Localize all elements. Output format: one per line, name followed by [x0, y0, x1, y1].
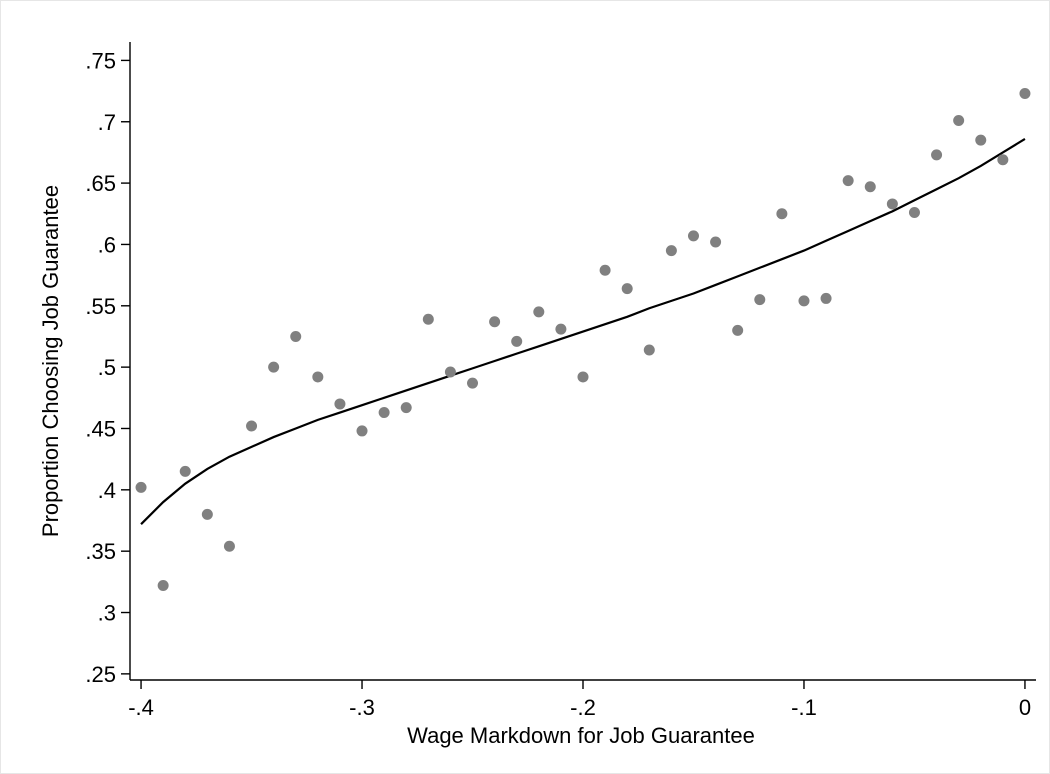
x-tick-label: -.2 [570, 695, 596, 720]
data-point [312, 371, 324, 383]
data-point [1019, 88, 1031, 100]
axis-labels: Wage Markdown for Job Guarantee Proporti… [38, 185, 755, 748]
data-point [135, 481, 147, 493]
y-tick-label: .65 [85, 171, 116, 196]
data-point [223, 540, 235, 552]
points-layer [135, 88, 1031, 592]
data-point [665, 245, 677, 257]
data-point [157, 580, 169, 592]
data-point [908, 207, 920, 219]
data-point [798, 295, 810, 307]
y-tick-label: .25 [85, 662, 116, 687]
data-point [400, 402, 412, 414]
data-point [555, 323, 567, 335]
data-point [467, 377, 479, 389]
y-tick-label: .3 [98, 601, 116, 626]
y-tick-label: .7 [98, 110, 116, 135]
x-tick-label: -.4 [128, 695, 154, 720]
axes: .25 .3 .35 .4 .45 .5 .55 .6 .65 .7 .75 -.4 -.3 -.2 -.1… [85, 42, 1036, 720]
data-point [444, 366, 456, 378]
data-point [489, 316, 501, 328]
data-point [953, 115, 965, 127]
data-point [378, 407, 390, 419]
data-point [842, 175, 854, 187]
y-tick-label: .5 [98, 355, 116, 380]
data-point [776, 208, 788, 220]
data-point [201, 508, 213, 520]
data-point [246, 420, 258, 432]
data-point [599, 264, 611, 276]
data-point [422, 313, 434, 325]
data-point [334, 398, 346, 410]
y-tick-label: .75 [85, 48, 116, 73]
x-tick-label: 0 [1019, 695, 1031, 720]
data-point [886, 198, 898, 210]
data-point [356, 425, 368, 437]
data-point [290, 330, 302, 342]
x-tick-label: -.1 [791, 695, 817, 720]
y-tick-label: .4 [98, 478, 116, 503]
data-point [643, 344, 655, 356]
data-point [687, 230, 699, 242]
data-point [179, 465, 191, 477]
x-tick-label: -.3 [349, 695, 375, 720]
y-tick-label: .55 [85, 294, 116, 319]
data-point [268, 361, 280, 373]
data-point [975, 134, 987, 146]
data-point [754, 294, 766, 306]
data-point [533, 306, 545, 318]
data-point [820, 292, 832, 304]
fit-line [140, 137, 1026, 525]
x-axis-title: Wage Markdown for Job Guarantee [407, 723, 755, 748]
y-tick-label: .45 [85, 416, 116, 441]
y-axis-title: Proportion Choosing Job Guarantee [38, 185, 63, 537]
data-point [997, 154, 1009, 166]
y-tick-label: .35 [85, 539, 116, 564]
y-tick-label: .6 [98, 232, 116, 257]
data-point [710, 236, 722, 248]
fit-line-layer [140, 137, 1026, 525]
data-point [732, 324, 744, 336]
data-point [577, 371, 589, 383]
data-point [931, 149, 943, 161]
data-point [621, 283, 633, 295]
data-point [864, 181, 876, 193]
data-point [511, 335, 523, 347]
